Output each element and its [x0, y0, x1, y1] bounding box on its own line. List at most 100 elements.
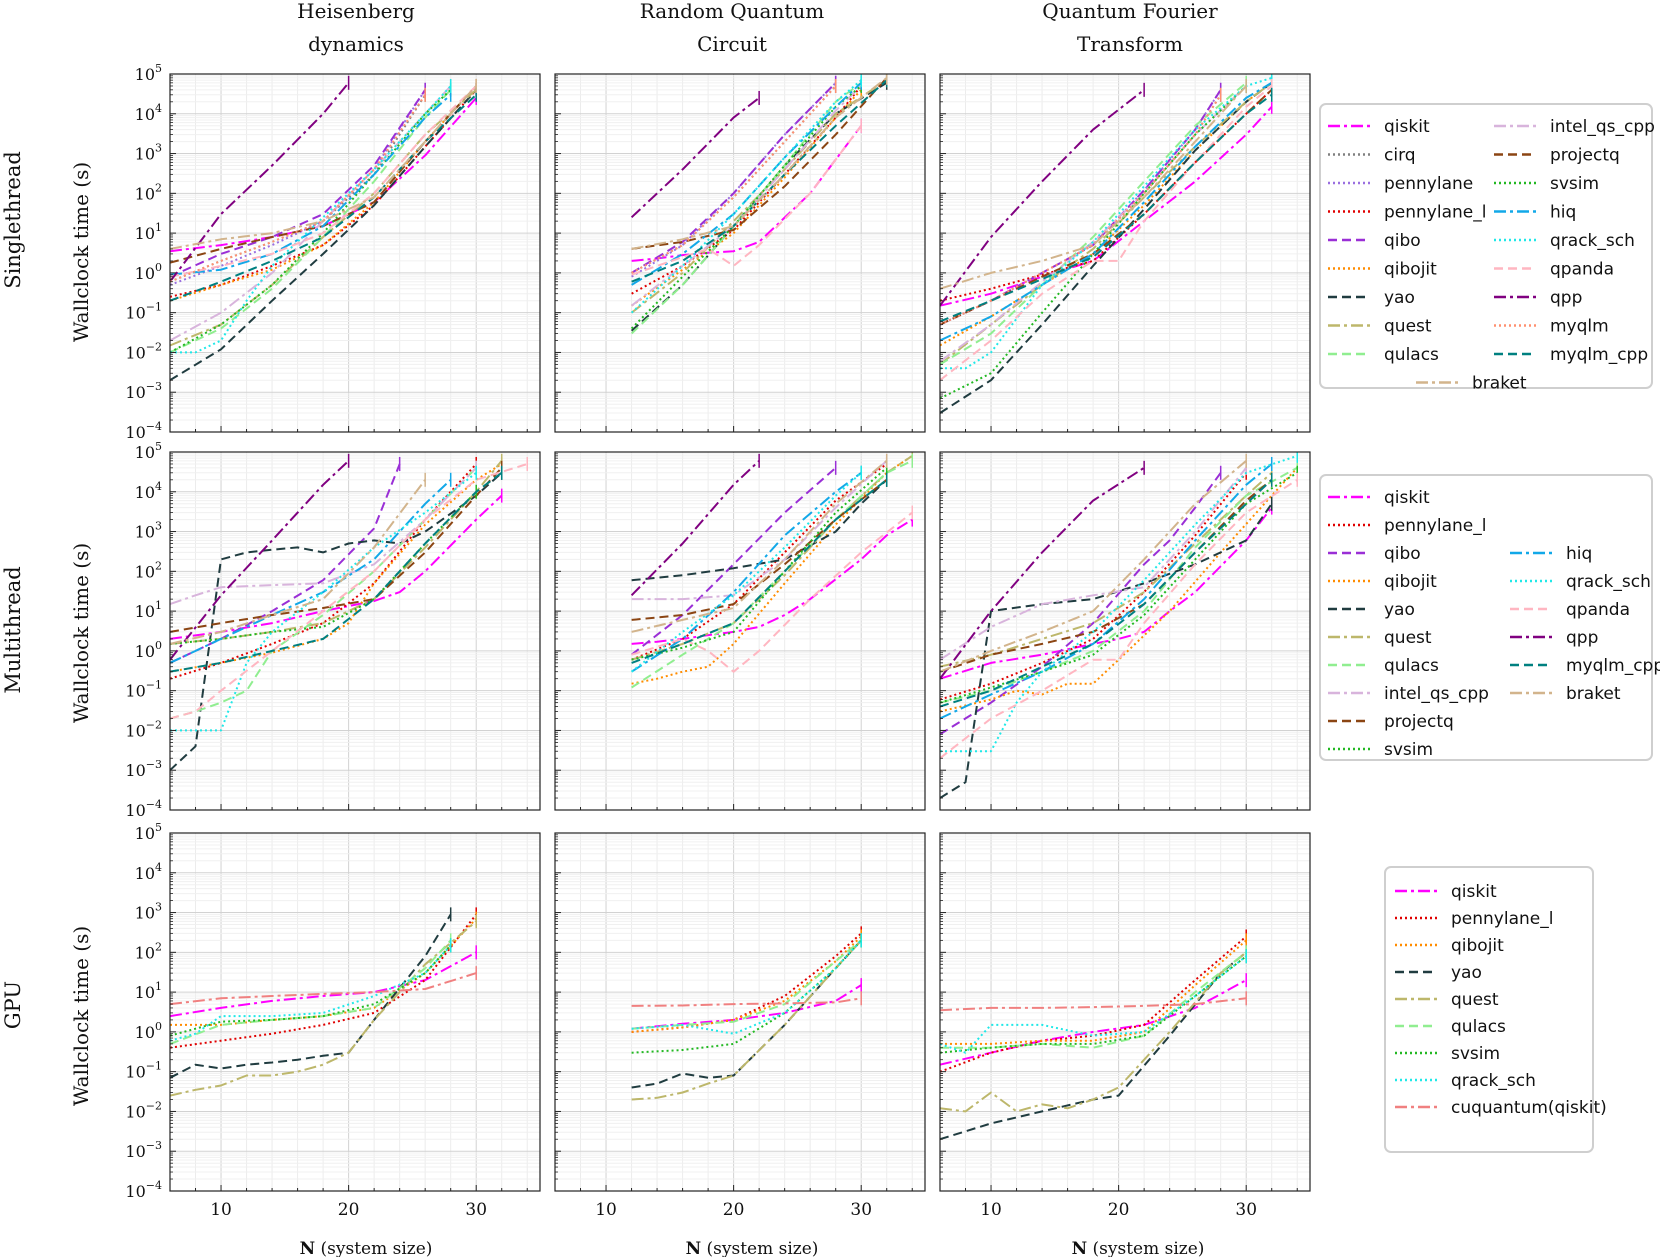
- legend-entry-yao: yao: [1328, 600, 1415, 620]
- series-line-myqlm: [940, 94, 1222, 326]
- legend-entry-yao: yao: [1395, 963, 1482, 983]
- y-tick-label: 10−1: [125, 679, 162, 701]
- legend-label: intel_qs_cpp: [1384, 684, 1489, 704]
- legend-label: svsim: [1451, 1044, 1500, 1064]
- x-ticks: [580, 426, 913, 432]
- legend-entry-qibojit: qibojit: [1328, 572, 1437, 592]
- legend-label: myqlm: [1550, 317, 1609, 337]
- y-tick-label: 102: [135, 559, 162, 581]
- series-group: [170, 907, 477, 1097]
- plot-area: [170, 74, 540, 432]
- y-tick-label: 100: [135, 639, 162, 661]
- plot-area: [555, 833, 925, 1191]
- series-line-qiskit: [170, 494, 503, 640]
- series-line-qiskit: [940, 979, 1247, 1066]
- series-line-qiskit: [940, 506, 1273, 680]
- series-line-hiq: [940, 463, 1273, 720]
- series-line-qpp: [630, 97, 760, 219]
- y-tick-label: 102: [135, 940, 162, 962]
- plot-frame: [939, 73, 1311, 433]
- y-ticks: [555, 451, 561, 811]
- series-line-projectq: [631, 479, 888, 621]
- y-tick-label: 10−3: [125, 1139, 162, 1161]
- legend-label: quest: [1384, 317, 1432, 337]
- x-ticks: [965, 804, 1298, 810]
- legend-label: yao: [1384, 600, 1415, 620]
- series-line-braket: [940, 460, 1247, 673]
- y-tick-label: 101: [135, 599, 162, 621]
- series-line-pennylane-l: [940, 472, 1247, 701]
- series-line-svsim: [170, 944, 452, 1037]
- legend-label: myqlm_cpp: [1566, 656, 1660, 676]
- legend-entry-qpanda: qpanda: [1494, 260, 1614, 280]
- y-ticks: [940, 832, 946, 1192]
- y-tick-label: 103: [135, 520, 162, 542]
- series-group: [631, 926, 862, 1101]
- legend-label: pennylane_l: [1451, 909, 1553, 929]
- plot-area: [940, 833, 1310, 1191]
- y-tick-label: 10−2: [125, 340, 162, 362]
- series-line-myqlm-cpp: [170, 471, 503, 673]
- y-ticks: 10−4 10−3 10−2 10−1 100 101 102 103 104 105: [125, 62, 176, 442]
- legend-entry-qrack-sch: qrack_sch: [1494, 231, 1635, 251]
- legend-entry-qibojit: qibojit: [1395, 936, 1504, 956]
- series-group: [170, 75, 477, 382]
- legend-label: qiskit: [1451, 882, 1497, 902]
- series-line-qibo: [630, 467, 837, 656]
- legend-entry-pennylane-l: pennylane_l: [1328, 516, 1486, 536]
- series-line-hiq: [940, 81, 1273, 342]
- series-line-quest: [940, 951, 1247, 1113]
- legend-label: qibojit: [1384, 572, 1437, 592]
- series-group: [630, 74, 888, 335]
- panel-singlethread-random-quantum-circuit: [554, 73, 926, 433]
- legend-label: qibo: [1384, 231, 1421, 251]
- plot-frame: [554, 451, 926, 811]
- y-tick-label: 101: [135, 221, 162, 243]
- series-line-intel-qs-cpp: [940, 467, 1247, 661]
- y-tick-label: 100: [135, 261, 162, 283]
- legend-entry-svsim: svsim: [1494, 174, 1599, 194]
- legend-label: myqlm_cpp: [1550, 345, 1648, 365]
- y-axis-label-row-1: Wallclock time (s): [69, 162, 93, 342]
- y-tick-label: 10−4: [125, 420, 162, 442]
- series-line-quest: [630, 79, 888, 314]
- y-tick-label: 105: [135, 440, 162, 462]
- panel-gpu-heisenberg-dynamics: 10−4 10−3 10−2 10−1 100 101 102 103 104 105 10 20 30: [125, 821, 541, 1220]
- x-ticks: 10 20 30: [580, 1185, 913, 1220]
- panel-gpu-quantum-fourier-transform: 10 20 30: [939, 832, 1311, 1220]
- series-line-myqlm-cpp: [631, 79, 888, 283]
- legend-entry-projectq: projectq: [1328, 712, 1454, 732]
- panel-multithread-random-quantum-circuit: [554, 451, 926, 811]
- series-line-qpp: [170, 82, 350, 283]
- legend-box: [1319, 103, 1653, 389]
- x-axis-label-col-1: N (system size): [300, 1239, 433, 1257]
- x-ticks: [195, 426, 528, 432]
- series-line-svsim: [940, 85, 1247, 400]
- legend-label: svsim: [1384, 740, 1433, 760]
- series-line-projectq: [940, 479, 1273, 673]
- row-titles: Singlethread Multithread GPU: [1, 151, 25, 1029]
- plot-area: [555, 74, 925, 432]
- legend-entry-qulacs: qulacs: [1328, 656, 1439, 676]
- legend-entry-qpp: qpp: [1494, 288, 1582, 308]
- series-line-quest: [170, 89, 477, 347]
- series-line-qulacs: [170, 89, 452, 354]
- series-line-pennylane-l: [170, 89, 477, 298]
- series-line-qulacs: [940, 82, 1247, 366]
- legend-entry-pennylane: pennylane: [1328, 174, 1473, 194]
- y-tick-label: 104: [135, 102, 162, 124]
- plot-frame: [169, 451, 541, 811]
- x-ticks: 10 20 30: [965, 1185, 1298, 1220]
- x-tick-label: 30: [1235, 1200, 1257, 1220]
- legend-label: svsim: [1550, 174, 1599, 194]
- x-tick-label: 20: [338, 1200, 360, 1220]
- series-line-qrack-sch: [170, 944, 452, 1042]
- legend-label: braket: [1566, 684, 1621, 704]
- grid: [555, 452, 925, 810]
- y-tick-label: 105: [135, 821, 162, 843]
- legend-entry-braket: braket: [1416, 374, 1527, 394]
- legend-entry-yao: yao: [1328, 288, 1415, 308]
- legend-box: [1319, 474, 1653, 761]
- series-line-qpanda: [940, 478, 1298, 759]
